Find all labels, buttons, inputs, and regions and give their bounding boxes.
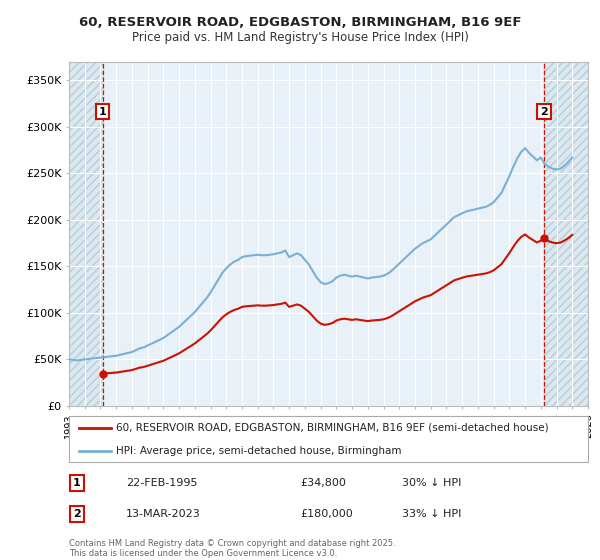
Text: 13-MAR-2023: 13-MAR-2023 xyxy=(126,509,201,519)
Text: 1: 1 xyxy=(99,106,107,116)
Bar xyxy=(69,62,103,406)
Text: 30% ↓ HPI: 30% ↓ HPI xyxy=(402,478,461,488)
Text: 22-FEB-1995: 22-FEB-1995 xyxy=(126,478,197,488)
Text: 2: 2 xyxy=(540,106,548,116)
Text: Contains HM Land Registry data © Crown copyright and database right 2025.
This d: Contains HM Land Registry data © Crown c… xyxy=(69,539,395,558)
Text: 60, RESERVOIR ROAD, EDGBASTON, BIRMINGHAM, B16 9EF: 60, RESERVOIR ROAD, EDGBASTON, BIRMINGHA… xyxy=(79,16,521,29)
Text: £180,000: £180,000 xyxy=(300,509,353,519)
Text: £34,800: £34,800 xyxy=(300,478,346,488)
Text: 1: 1 xyxy=(73,478,80,488)
Bar xyxy=(544,62,588,406)
Text: HPI: Average price, semi-detached house, Birmingham: HPI: Average price, semi-detached house,… xyxy=(116,446,401,455)
Text: Price paid vs. HM Land Registry's House Price Index (HPI): Price paid vs. HM Land Registry's House … xyxy=(131,31,469,44)
FancyBboxPatch shape xyxy=(69,416,588,462)
Text: 33% ↓ HPI: 33% ↓ HPI xyxy=(402,509,461,519)
Text: 2: 2 xyxy=(73,509,80,519)
Text: 60, RESERVOIR ROAD, EDGBASTON, BIRMINGHAM, B16 9EF (semi-detached house): 60, RESERVOIR ROAD, EDGBASTON, BIRMINGHA… xyxy=(116,423,548,432)
